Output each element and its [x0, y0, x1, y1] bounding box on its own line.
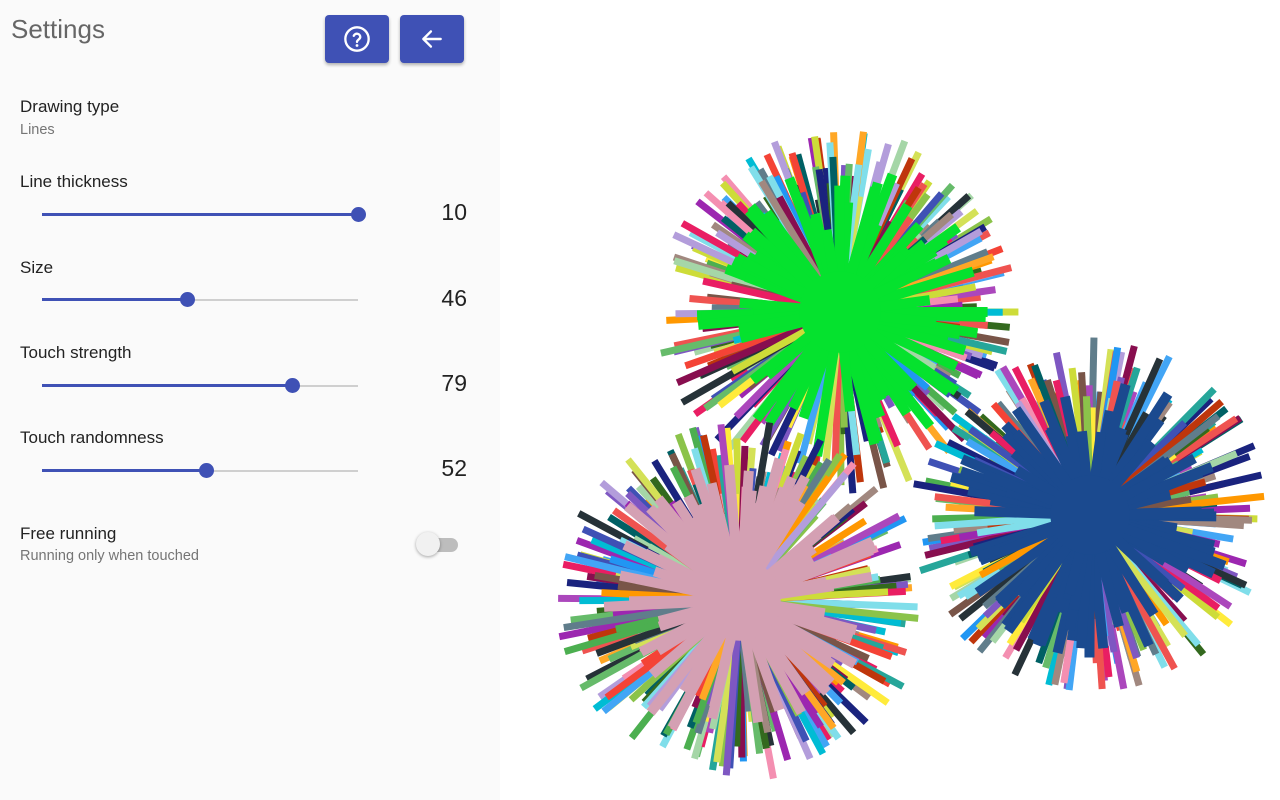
paint-burst — [913, 337, 1265, 691]
drawing-type-title: Drawing type — [20, 97, 120, 116]
touch-strength-label: Touch strength — [20, 343, 132, 362]
slider-thumb[interactable] — [180, 292, 196, 307]
page-title: Settings — [11, 14, 105, 44]
back-button[interactable] — [400, 15, 464, 63]
size-value: 46 — [441, 285, 467, 311]
drawing-canvas[interactable] — [500, 0, 1280, 800]
slider-thumb[interactable] — [284, 378, 300, 393]
free-running-title: Free running — [20, 524, 117, 543]
size-label: Size — [20, 258, 54, 277]
slider-fill — [42, 298, 188, 301]
help-button[interactable] — [325, 15, 389, 63]
touch-strength-slider[interactable] — [42, 374, 358, 398]
line-thickness-slider[interactable] — [42, 203, 366, 227]
slider-fill — [42, 213, 358, 216]
paint-burst — [558, 421, 919, 780]
switch-thumb[interactable] — [416, 532, 440, 556]
paint-burst — [660, 131, 1019, 494]
help-circle-icon — [344, 26, 370, 52]
slider-track — [42, 299, 358, 301]
slider-thumb[interactable] — [351, 207, 366, 222]
line-thickness-value: 10 — [441, 199, 467, 225]
line-thickness-label: Line thickness — [20, 172, 128, 191]
settings-panel: Settings Drawing type Lines Line thickne… — [0, 0, 500, 800]
free-running-switch[interactable] — [416, 532, 462, 558]
drawing-type-value: Lines — [20, 122, 55, 138]
touch-randomness-label: Touch randomness — [20, 428, 164, 447]
touch-randomness-value: 52 — [441, 455, 467, 481]
free-running-summary: Running only when touched — [20, 548, 199, 564]
slider-fill — [42, 469, 207, 472]
size-slider[interactable] — [42, 288, 358, 312]
arrow-left-icon — [422, 30, 442, 48]
touch-strength-value: 79 — [441, 370, 467, 396]
slider-thumb[interactable] — [199, 463, 215, 478]
touch-randomness-slider[interactable] — [42, 459, 358, 483]
slider-fill — [42, 384, 292, 387]
